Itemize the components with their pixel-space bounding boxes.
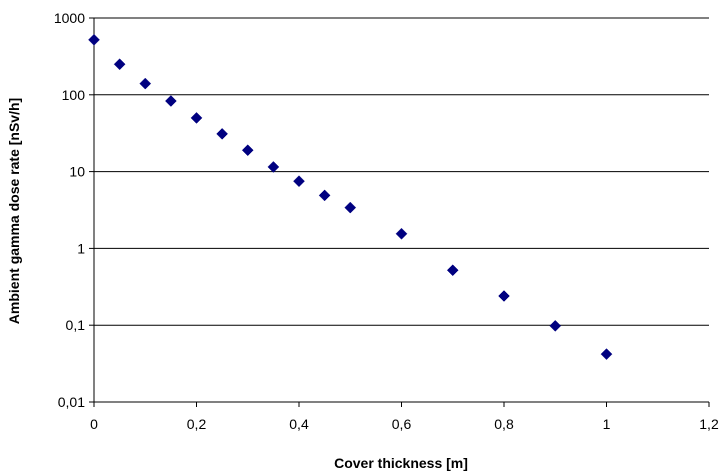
x-tick-label: 0,8 bbox=[494, 416, 514, 432]
data-points bbox=[88, 33, 613, 360]
data-point bbox=[88, 33, 100, 46]
y-axis-label: Ambient gamma dose rate [nSv/h] bbox=[6, 98, 22, 324]
x-tick-label: 1 bbox=[603, 416, 611, 432]
data-point bbox=[139, 77, 152, 90]
y-tick-label: 1 bbox=[77, 240, 85, 256]
x-axis-label: Cover thickness [m] bbox=[334, 455, 468, 471]
x-tick-label: 0,6 bbox=[392, 416, 412, 432]
y-tick-label: 10 bbox=[69, 164, 85, 180]
x-tick-label: 0,4 bbox=[289, 416, 309, 432]
x-tick-labels: 0 0,2 0,4 0,6 0,8 1 1,2 bbox=[90, 416, 719, 432]
data-point bbox=[549, 320, 562, 332]
y-tick-label: 1000 bbox=[54, 10, 85, 26]
y-tick-label: 0,1 bbox=[66, 317, 86, 333]
data-point bbox=[113, 58, 126, 71]
data-point bbox=[446, 264, 459, 277]
data-point bbox=[216, 128, 228, 140]
y-tick-label: 100 bbox=[62, 87, 86, 103]
y-tick-label: 0,01 bbox=[58, 394, 85, 410]
data-point bbox=[241, 144, 254, 157]
data-point bbox=[190, 112, 203, 124]
data-point bbox=[498, 290, 510, 302]
data-point bbox=[318, 189, 331, 202]
x-tick-label: 0 bbox=[90, 416, 98, 432]
data-point bbox=[344, 201, 357, 214]
y-tick-labels: 0,01 0,1 1 10 100 1000 bbox=[54, 10, 85, 410]
data-point bbox=[267, 161, 280, 173]
data-point bbox=[165, 95, 177, 107]
x-tick-label: 0,2 bbox=[187, 416, 207, 432]
data-point bbox=[600, 348, 613, 360]
data-point bbox=[293, 175, 305, 188]
x-tick-label: 1,2 bbox=[699, 416, 719, 432]
gridlines bbox=[94, 17, 709, 326]
data-point bbox=[395, 227, 408, 240]
axes bbox=[89, 17, 710, 407]
